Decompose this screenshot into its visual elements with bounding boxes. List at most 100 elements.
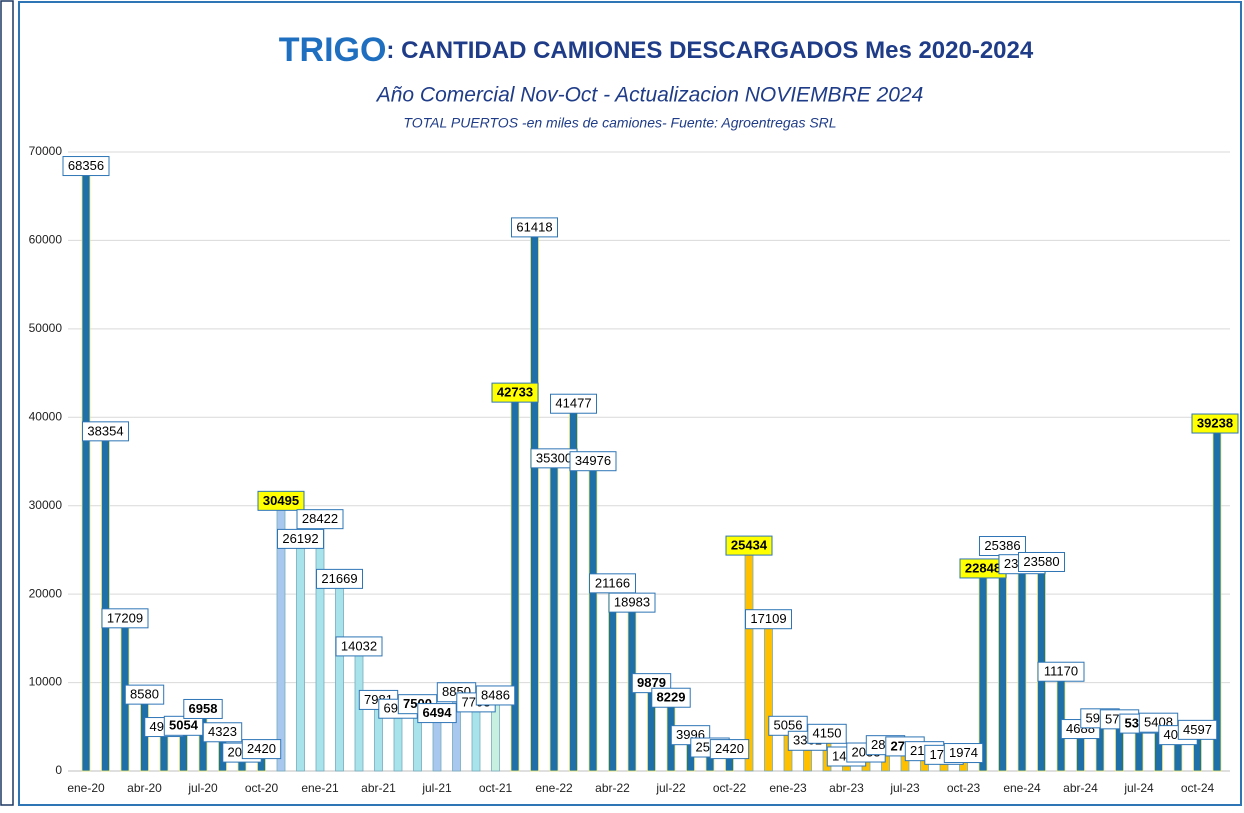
data-label: 17109 [750, 611, 786, 626]
data-label-box [608, 592, 656, 613]
data-label: 21166 [595, 575, 630, 590]
data-label: 42733 [497, 385, 533, 400]
note: TOTAL PUERTOS -en miles de camiones- Fue… [403, 115, 836, 131]
data-label: 41477 [555, 396, 591, 411]
chart-title: TRIGO: CANTIDAD CAMIONES DESCARGADOS Mes… [279, 31, 1034, 69]
data-label: 25434 [731, 538, 768, 553]
data-label-box [335, 636, 383, 657]
data-label: 6958 [189, 701, 218, 716]
x-tick-label: abr-22 [595, 781, 630, 795]
data-label: 5056 [774, 718, 803, 733]
bar [998, 546, 1007, 772]
data-label: 26192 [282, 531, 318, 546]
y-tick-label: 20000 [29, 586, 63, 600]
bar [315, 519, 325, 772]
data-label-box [491, 382, 539, 403]
data-label: 8486 [481, 687, 510, 702]
data-label: 25386 [984, 538, 1020, 553]
data-label: 6494 [423, 705, 453, 720]
x-tick-label: jul-21 [421, 781, 452, 795]
data-label-box [82, 421, 129, 442]
y-tick-label: 30000 [29, 498, 63, 512]
data-label: 2420 [247, 741, 276, 756]
x-tick-label: jul-20 [187, 781, 218, 795]
bar [101, 431, 110, 772]
side-panel [0, 0, 14, 806]
data-label-box [1018, 551, 1065, 572]
bar [549, 458, 559, 772]
data-label: 14032 [341, 638, 377, 653]
bar [588, 461, 598, 772]
data-label-box [62, 156, 110, 177]
x-tick-label: abr-20 [127, 781, 162, 795]
data-label: 35300 [536, 450, 572, 465]
subtitle: Año Comercial Nov-Oct - Actualizacion NO… [375, 84, 924, 107]
data-label-box [296, 509, 344, 530]
x-tick-label: ene-22 [535, 781, 573, 795]
x-tick-label: oct-24 [1181, 781, 1215, 795]
data-label-box [101, 608, 149, 629]
data-label-box [183, 698, 223, 719]
y-tick-label: 70000 [29, 144, 63, 158]
data-label-box [1191, 413, 1239, 434]
data-label: 30495 [263, 493, 299, 508]
x-tick-label: abr-23 [829, 781, 864, 795]
y-tick-label: 40000 [29, 409, 63, 423]
x-tick-label: oct-20 [245, 781, 279, 795]
data-label: 8229 [657, 690, 686, 705]
x-tick-label: ene-20 [67, 781, 105, 795]
bar [335, 578, 344, 772]
data-label: 4597 [1183, 722, 1212, 737]
data-label: 34976 [575, 453, 611, 468]
data-label: 17209 [107, 610, 143, 625]
data-label-box [569, 451, 617, 472]
data-label: 4150 [813, 726, 842, 741]
x-tick-label: ene-24 [1003, 781, 1041, 795]
bar [471, 702, 481, 772]
data-label: 9879 [637, 675, 666, 690]
data-label-box [745, 609, 792, 630]
data-label-box [550, 393, 597, 414]
data-label-box [124, 684, 165, 705]
data-label-box [417, 703, 457, 724]
data-label: 2420 [715, 741, 744, 756]
x-tick-label: oct-21 [479, 781, 513, 795]
data-label: 22848 [965, 560, 1001, 575]
y-tick-label: 50000 [29, 321, 63, 335]
data-label-box [202, 722, 243, 743]
data-label: 4323 [208, 724, 237, 739]
data-label-box [1037, 661, 1085, 682]
data-label: 39238 [1197, 415, 1233, 430]
data-label: 18983 [614, 595, 650, 610]
x-tick-label: ene-21 [301, 781, 339, 795]
data-label-box [943, 743, 984, 764]
y-tick-label: 0 [55, 763, 62, 777]
data-label: 1974 [949, 745, 978, 760]
data-label-box [316, 568, 363, 589]
data-label: 68356 [68, 158, 104, 173]
data-label: 61418 [516, 219, 552, 234]
data-label-box [241, 739, 282, 760]
data-label-box [257, 490, 305, 511]
data-label-box [475, 685, 516, 706]
title-main: TRIGO [279, 31, 387, 69]
bar [81, 166, 91, 772]
data-label: 8580 [130, 687, 159, 702]
data-label-box [277, 528, 324, 549]
data-label-box [651, 687, 691, 708]
data-label: 21669 [321, 571, 357, 586]
title-rest: : CANTIDAD CAMIONES DESCARGADOS Mes 2020… [386, 37, 1033, 64]
y-tick-label: 60000 [29, 233, 63, 247]
bar [764, 619, 773, 772]
bar [1017, 564, 1027, 772]
bar [296, 538, 305, 772]
x-tick-label: oct-22 [713, 781, 747, 795]
x-tick-label: jul-24 [1123, 781, 1154, 795]
data-label-box [725, 535, 773, 556]
data-label: 23580 [1023, 554, 1059, 569]
bar [510, 392, 520, 772]
x-tick-label: ene-23 [769, 781, 807, 795]
data-label: 11170 [1044, 664, 1078, 679]
data-label-box [511, 217, 558, 238]
